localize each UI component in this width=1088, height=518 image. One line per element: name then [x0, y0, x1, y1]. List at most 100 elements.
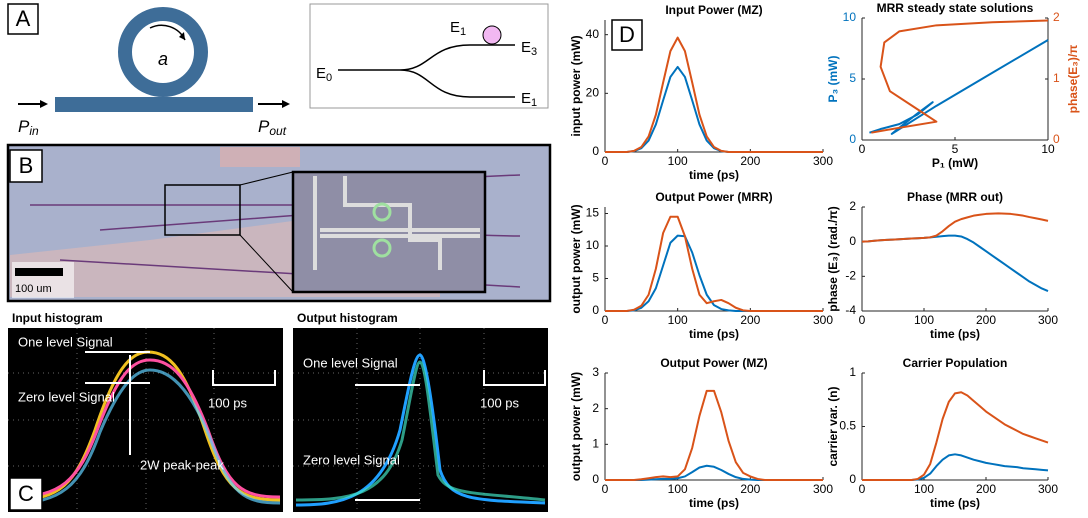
- inset-ring: [372, 202, 392, 222]
- chart-title: Carrier Population: [903, 356, 1008, 370]
- panel-label-box: [9, 477, 43, 511]
- y-tick-label: 10: [586, 238, 600, 252]
- series-line: [605, 234, 823, 312]
- y-tick-label: 40: [586, 27, 600, 41]
- symbol: E: [521, 39, 531, 56]
- symbol: E: [521, 90, 531, 107]
- inset-metal: [313, 176, 480, 270]
- y-tick-label: 0: [592, 144, 599, 158]
- annotation: Zero level Signal: [18, 389, 115, 404]
- series-line: [605, 464, 823, 481]
- scope-grid: [8, 328, 548, 512]
- chart-title: MRR steady state solutions: [877, 1, 1034, 15]
- y-tick-label: 2: [849, 199, 856, 213]
- x-tick-label: 300: [813, 482, 833, 496]
- field-label: E3: [521, 39, 537, 58]
- symbol: P: [258, 117, 270, 136]
- x-tick-label: 100: [914, 313, 934, 327]
- annotations: [85, 351, 546, 501]
- subscript: out: [269, 124, 286, 138]
- x-tick-label: 200: [976, 482, 996, 496]
- y-tick-label: 1: [849, 365, 856, 379]
- scope-screen: [8, 328, 283, 512]
- panel-label: B: [19, 153, 34, 178]
- x-tick-label: 0: [859, 313, 866, 327]
- zoom-line: [239, 171, 294, 186]
- annotation: Zero level Signal: [303, 452, 400, 467]
- x-axis-label: P₁ (mW): [932, 156, 978, 170]
- series-line: [862, 391, 1049, 481]
- series-line: [861, 234, 1049, 292]
- annotation: 100 ps: [480, 395, 520, 410]
- y-tick-label: 20: [586, 86, 600, 100]
- panel-label-box: [9, 149, 43, 183]
- x-axis-label: time (ps): [930, 327, 980, 341]
- x-tick-label: 200: [740, 482, 760, 496]
- annotation: One level Signal: [303, 355, 398, 370]
- input-power-label: Pin: [18, 117, 39, 138]
- y-axis-label: phase (E₃) (rad./π): [826, 206, 840, 311]
- symbol: E: [316, 65, 326, 82]
- coupler-box: [309, 3, 549, 109]
- x-tick-label: 200: [740, 154, 760, 168]
- histogram-title: Output histogram: [297, 311, 398, 325]
- ring-arrow-head: [179, 32, 185, 40]
- x-tick-label: 300: [1038, 482, 1058, 496]
- y2-tick-label: 2: [1053, 10, 1060, 24]
- y-tick-label: 0: [849, 234, 856, 248]
- y-tick-label: 15: [586, 206, 600, 220]
- panel-label: C: [18, 481, 34, 506]
- x-tick-label: 300: [1038, 313, 1058, 327]
- y-axis-label: P₃ (mW): [826, 56, 840, 103]
- zoom-box: [164, 184, 241, 236]
- symbol: P: [18, 117, 30, 136]
- field-label: E1: [521, 90, 537, 109]
- annotation: 100 ps: [208, 395, 248, 410]
- y-tick-label: 0.5: [839, 419, 856, 433]
- chart-title: Output Power (MRR): [655, 190, 772, 204]
- series-line: [605, 389, 823, 481]
- series-line: [605, 65, 823, 153]
- x-tick-label: 0: [859, 142, 866, 156]
- panel-label-box: [611, 19, 643, 51]
- y-tick-label: 1: [592, 437, 599, 451]
- annotation: 2W peak-peak: [140, 457, 224, 472]
- scale-bar: [15, 268, 63, 276]
- x-tick-label: 100: [914, 482, 934, 496]
- annotation: One level Signal: [18, 334, 113, 349]
- arrow-head: [282, 100, 290, 108]
- scale-label: 100 um: [15, 283, 52, 295]
- marker: [482, 25, 502, 45]
- arrow-head: [40, 100, 48, 108]
- chart-title: Phase (MRR out): [907, 190, 1003, 204]
- y-axis-label: input power (mW): [569, 35, 583, 136]
- x-axis-label: time (ps): [689, 168, 739, 182]
- output-power-label: Pout: [258, 117, 287, 138]
- y-tick-label: 5: [849, 71, 856, 85]
- series-line: [605, 215, 823, 312]
- waveguide: [55, 97, 253, 112]
- y-axis-label: output power (mW): [569, 204, 583, 313]
- x-tick-label: 300: [813, 154, 833, 168]
- y-tick-label: 0: [849, 472, 856, 486]
- y-tick-label: -4: [845, 303, 856, 317]
- subscript: 0: [326, 72, 332, 84]
- y-tick-label: 0: [592, 472, 599, 486]
- x-tick-label: 100: [668, 154, 688, 168]
- panel-label: A: [16, 6, 31, 31]
- y-tick-label: 0: [592, 303, 599, 317]
- y-axis-label: carrier var. (n): [826, 386, 840, 466]
- x-axis-label: time (ps): [689, 496, 739, 510]
- chart-title: Input Power (MZ): [665, 3, 762, 17]
- x-tick-label: 100: [668, 313, 688, 327]
- chart-title: Output Power (MZ): [660, 356, 767, 370]
- series-line: [605, 36, 823, 153]
- subscript: 1: [460, 26, 466, 38]
- series-line: [862, 453, 1049, 481]
- x-axis-label: time (ps): [930, 496, 980, 510]
- metal-pad: [220, 147, 300, 167]
- ring-label: a: [158, 49, 168, 69]
- y-tick-label: 5: [592, 271, 599, 285]
- y-tick-label: -2: [845, 269, 856, 283]
